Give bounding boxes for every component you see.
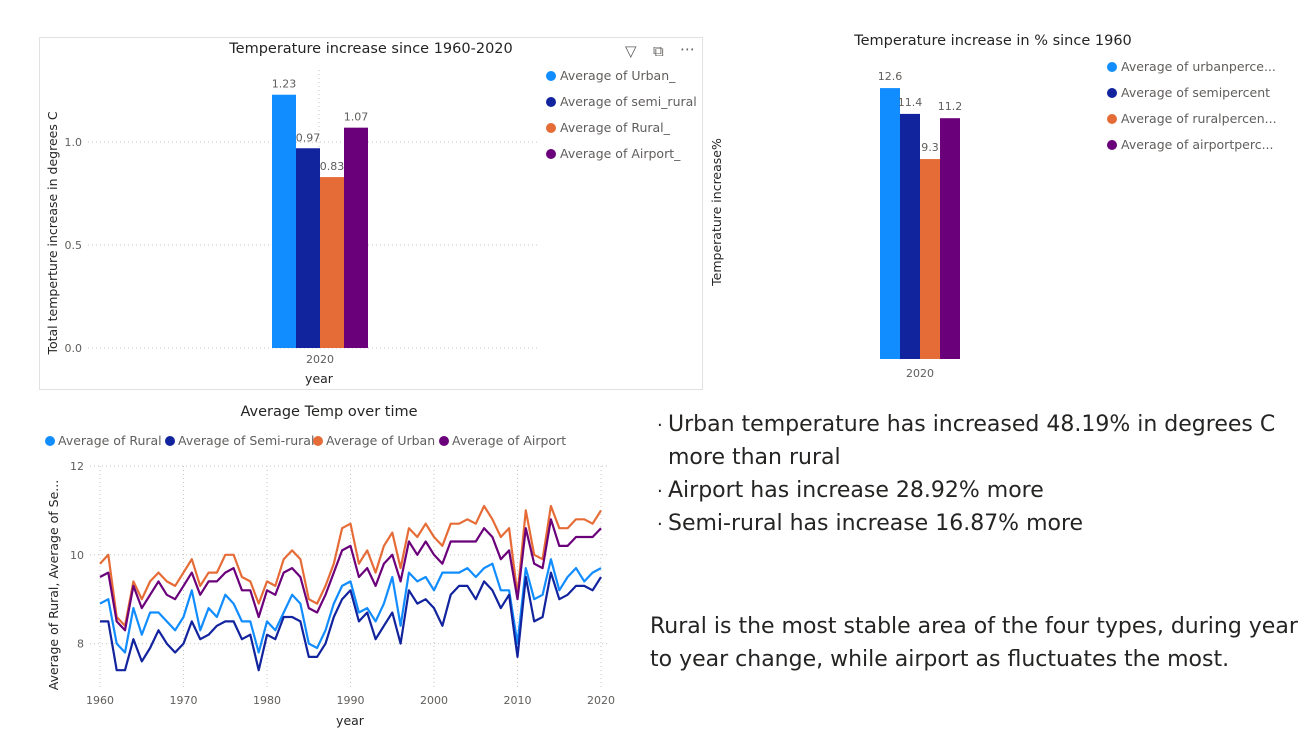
y-axis-label: Average of Rural, Average of Se... [46, 480, 61, 690]
y-tick-label: 8 [77, 638, 84, 651]
legend-entry: Average of Rural [58, 433, 162, 448]
legend-marker [439, 436, 449, 446]
bar [272, 94, 296, 348]
legend-entry: Average of Urban [326, 433, 435, 448]
data-label: 1.23 [272, 78, 297, 91]
temperature-increase-svg: Temperature increase since 1960-2020 Tota… [45, 41, 697, 386]
y-axis-label: Total temperture increase in degrees C [45, 111, 60, 355]
data-label: 12.6 [878, 70, 903, 83]
x-axis-label: year [336, 713, 365, 728]
series-line [99, 558, 602, 654]
legend-marker [546, 123, 556, 133]
legend-marker [1107, 114, 1117, 124]
x-axis-label: year [305, 371, 334, 386]
legend-entry: Average of Airport [452, 433, 566, 448]
insight-bullets: Urban temperature has increased 48.19% i… [657, 404, 1297, 540]
bar [344, 127, 368, 348]
y-tick-label: 10 [70, 549, 84, 562]
temperature-increase-percent-chart[interactable]: Temperature increase in % since 1960 Temp… [703, 28, 1293, 388]
legend-marker [1107, 140, 1117, 150]
more-options-icon[interactable]: ⋯ [680, 40, 695, 58]
legend-entry: Average of Rural_ [560, 120, 671, 135]
insight-bullet: Semi-rural has increase 16.87% more [657, 503, 1297, 540]
x-tick-label: 2020 [906, 367, 934, 380]
x-tick-label: 1990 [337, 694, 365, 707]
legend-entry: Average of airportperc... [1121, 137, 1274, 152]
temperature-increase-chart[interactable]: Temperature increase since 1960-2020 Tota… [39, 37, 703, 390]
x-tick-label: 2010 [504, 694, 532, 707]
insight-note: Rural is the most stable area of the fou… [650, 614, 1298, 672]
focus-mode-icon[interactable]: ⧉ [653, 42, 664, 60]
legend-marker [45, 436, 55, 446]
temperature-increase-percent-svg: Temperature increase in % since 1960 Temp… [709, 33, 1277, 380]
average-temp-svg: Average Temp over time Average of Rural Av… [45, 404, 615, 728]
y-tick-label: 12 [70, 460, 84, 473]
x-tick-label: 2020 [587, 694, 615, 707]
x-tick-label: 1980 [253, 694, 281, 707]
x-tick-label: 2000 [420, 694, 448, 707]
series-line [99, 504, 602, 627]
bar [880, 88, 900, 359]
chart-title: Temperature increase in % since 1960 [853, 33, 1132, 49]
series-line [99, 518, 602, 632]
filter-icon[interactable]: ▽ [625, 42, 637, 60]
y-axis-label: Temperature increase% [709, 138, 724, 287]
legend-entry: Average of Semi-rural [178, 433, 314, 448]
x-tick-label: 2020 [306, 353, 334, 366]
data-label: 9.3 [921, 141, 939, 154]
legend-marker [546, 71, 556, 81]
legend-entry: Average of Urban_ [560, 68, 676, 83]
bar [320, 177, 344, 348]
data-label: 0.97 [296, 131, 321, 144]
legend-marker [1107, 62, 1117, 72]
legend-entry: Average of urbanperce... [1121, 59, 1276, 74]
y-tick-label: 1.0 [65, 136, 83, 149]
y-tick-label: 0.0 [65, 342, 83, 355]
chart-title: Temperature increase since 1960-2020 [228, 41, 513, 57]
legend-marker [546, 97, 556, 107]
legend-entry: Average of ruralpercen... [1121, 111, 1277, 126]
legend-entry: Average of semi_rural [560, 94, 697, 109]
bar [940, 118, 960, 359]
insight-bullet: Airport has increase 28.92% more [657, 470, 1297, 507]
average-temp-line-chart[interactable]: Average Temp over time Average of Rural Av… [38, 398, 628, 730]
x-tick-label: 1960 [86, 694, 114, 707]
data-label: 1.07 [344, 111, 369, 124]
legend-marker [546, 149, 556, 159]
legend-marker [313, 436, 323, 446]
data-label: 11.2 [938, 100, 963, 113]
legend-marker [165, 436, 175, 446]
data-label: 11.4 [898, 96, 923, 109]
data-label: 0.83 [320, 160, 345, 173]
legend-entry: Average of Airport_ [560, 146, 681, 161]
chart-title: Average Temp over time [240, 404, 417, 420]
bar [296, 148, 320, 348]
bar [920, 159, 940, 359]
series-line [100, 571, 602, 672]
y-tick-label: 0.5 [65, 239, 83, 252]
legend-entry: Average of semipercent [1121, 85, 1270, 100]
bar [900, 113, 920, 360]
legend-marker [1107, 88, 1117, 98]
x-tick-label: 1970 [170, 694, 198, 707]
insight-bullet: Urban temperature has increased 48.19% i… [657, 404, 1297, 474]
